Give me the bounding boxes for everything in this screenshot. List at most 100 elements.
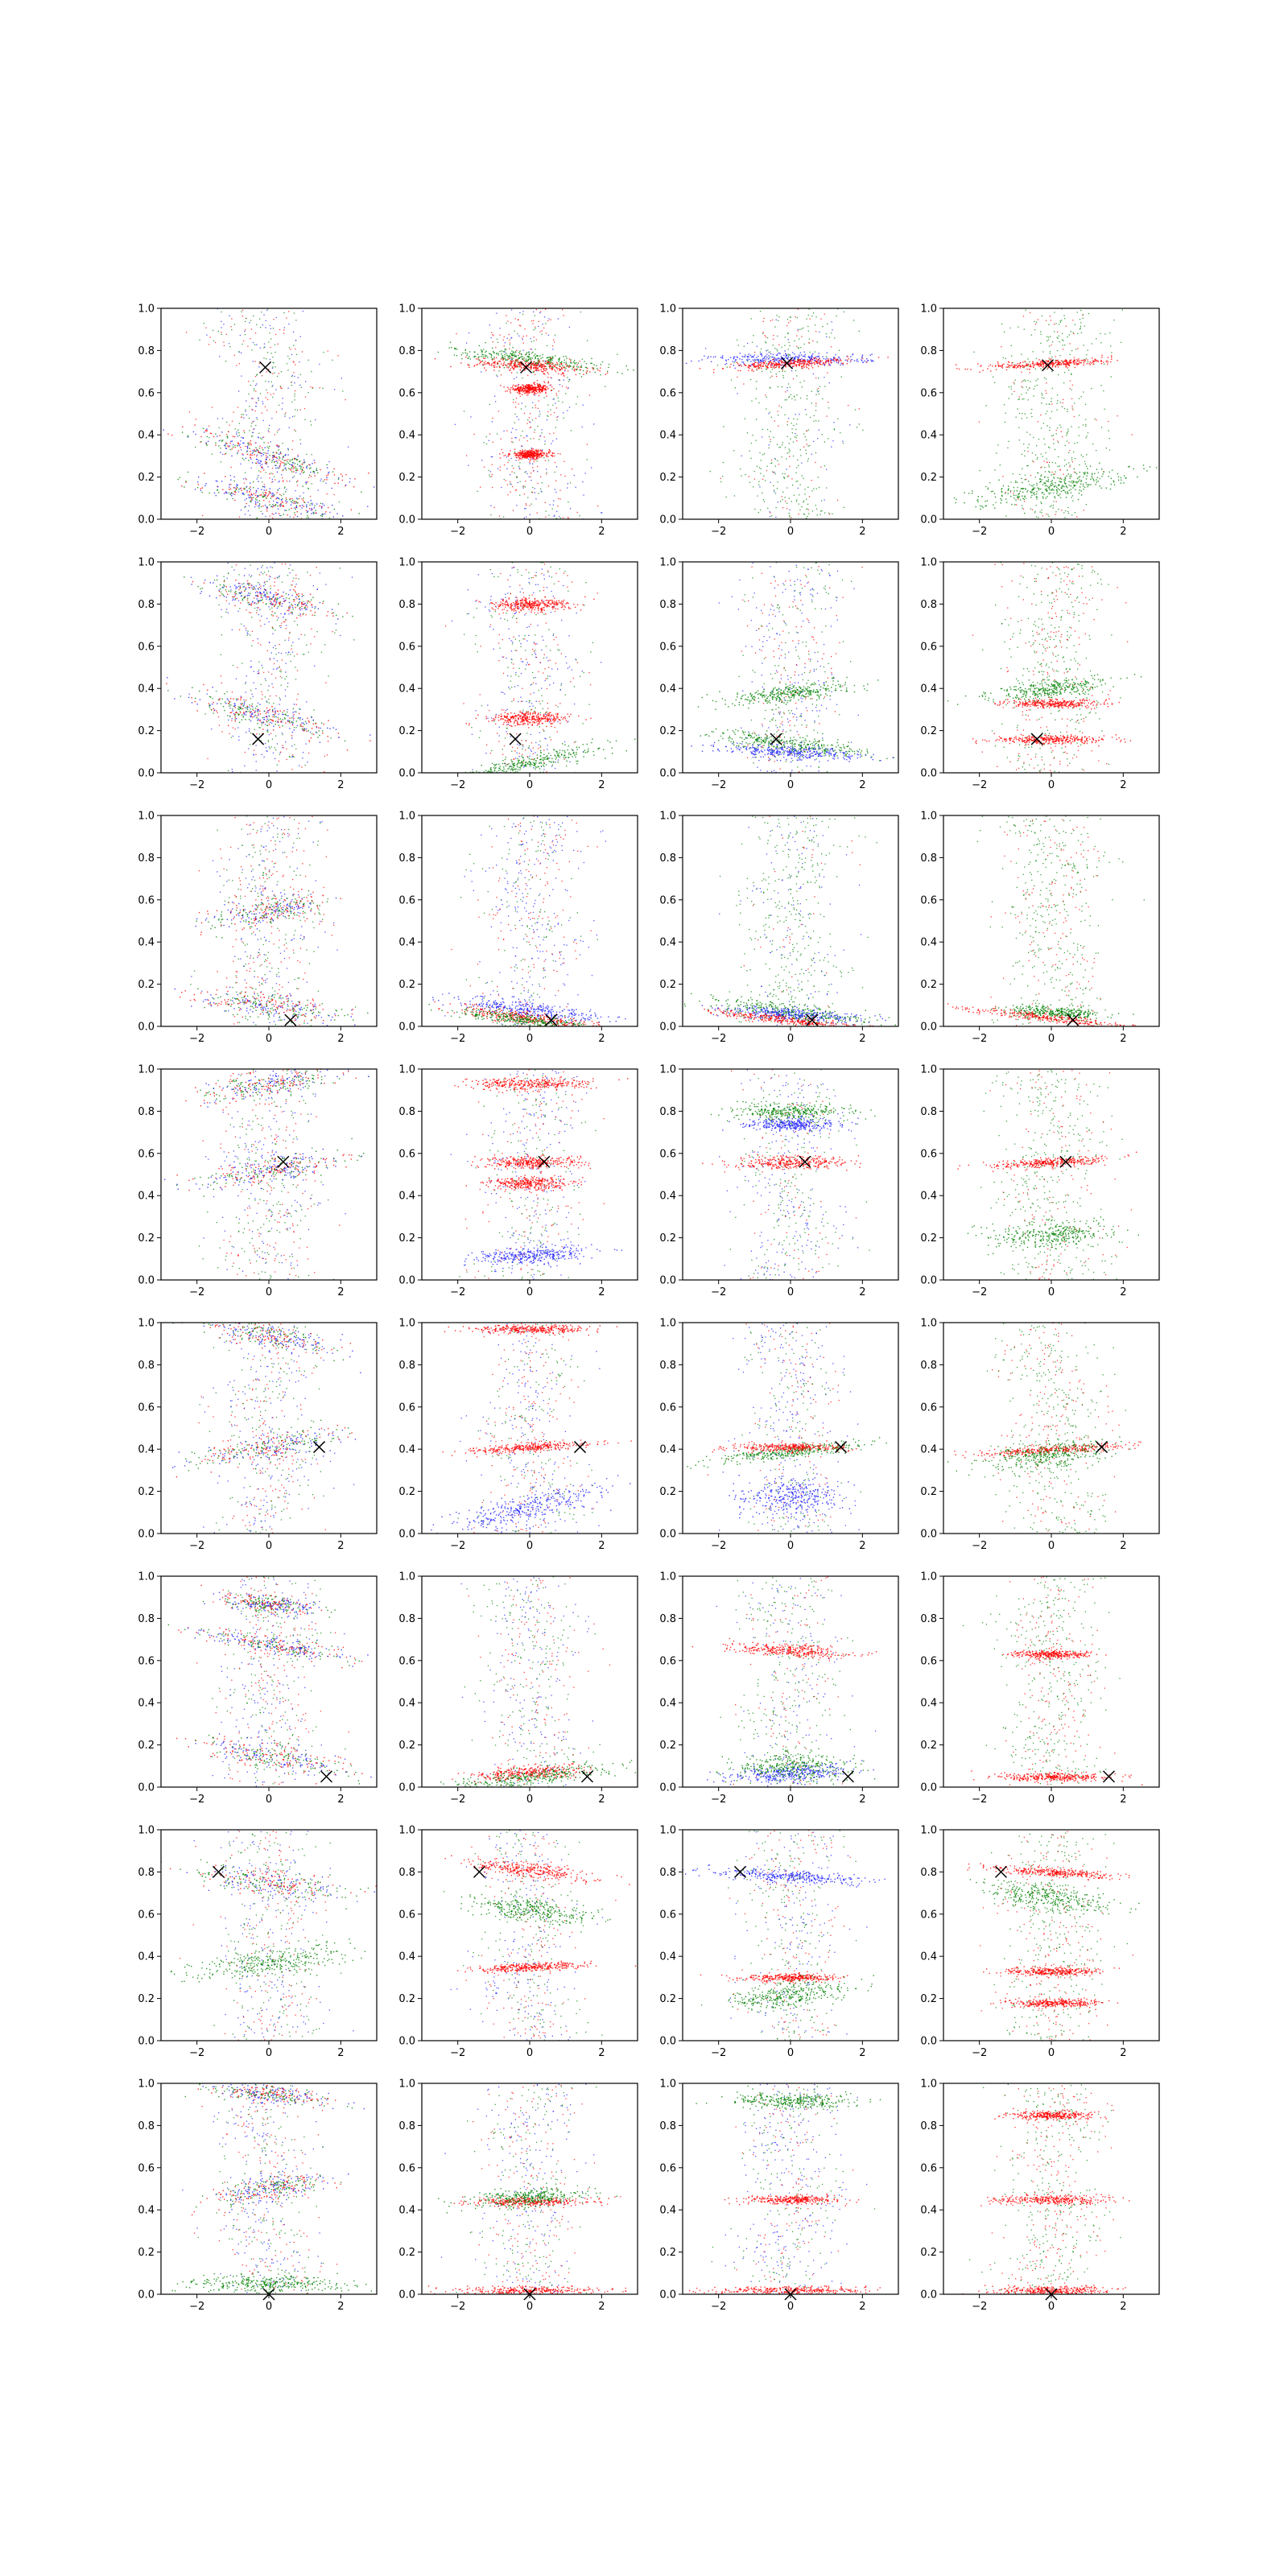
scatter-point (766, 469, 767, 472)
scatter-point (577, 362, 580, 364)
scatter-point (841, 363, 843, 365)
scatter-point (285, 454, 287, 456)
scatter-points (163, 308, 375, 519)
scatter-point (518, 390, 521, 392)
y-tick-label: 0.4 (659, 430, 676, 442)
scatter-point (789, 386, 791, 388)
scatter-point (492, 347, 493, 349)
scatter-point (548, 448, 550, 451)
scatter-point (795, 356, 797, 357)
scatter-point (526, 392, 528, 394)
scatter-point (1110, 376, 1112, 378)
scatter-point (509, 355, 510, 357)
scatter-point (825, 333, 827, 335)
scatter-point (540, 452, 542, 454)
scatter-point (539, 312, 541, 314)
scatter-point (526, 387, 528, 389)
scatter-point (276, 375, 279, 378)
scatter-point (973, 351, 975, 353)
scatter-point (252, 449, 254, 452)
scatter-point (512, 427, 514, 429)
scatter-point (1068, 364, 1070, 365)
scatter-point (474, 356, 477, 357)
scatter-point (367, 506, 369, 507)
scatter-point (789, 465, 791, 468)
scatter-point (742, 361, 745, 363)
scatter-point (526, 394, 527, 396)
scatter-point (730, 357, 732, 358)
scatter-point (762, 357, 764, 359)
scatter-point (256, 449, 258, 451)
scatter-point (551, 359, 553, 361)
scatter-point (809, 363, 811, 365)
scatter-point (1040, 342, 1042, 344)
scatter-point (275, 464, 277, 467)
scatter-point (530, 450, 533, 452)
scatter-point (301, 469, 303, 470)
scatter-point (543, 452, 545, 454)
scatter-point (1040, 363, 1042, 365)
scatter-point (448, 347, 450, 349)
scatter-point (223, 341, 225, 343)
scatter-point (1007, 364, 1009, 365)
scatter-point (559, 498, 561, 500)
scatter-point (794, 361, 795, 363)
scatter-point (772, 359, 774, 361)
scatter-point (263, 347, 265, 349)
scatter-point (1018, 398, 1020, 400)
scatter-point (220, 452, 221, 453)
scatter-point (1020, 365, 1022, 367)
scatter-point (210, 432, 213, 435)
scatter-point (522, 384, 524, 386)
scatter-point (522, 450, 524, 452)
scatter-point (258, 362, 260, 365)
scatter-point (498, 365, 501, 367)
scatter-point (544, 385, 547, 386)
scatter-point (531, 456, 533, 457)
scatter-point (547, 359, 550, 361)
scatter-point (532, 486, 534, 489)
scatter-point (1059, 341, 1060, 343)
scatter-point (789, 516, 791, 518)
scatter-point (320, 514, 322, 517)
scatter-point (1068, 442, 1070, 444)
scatter-point (246, 453, 248, 456)
scatter-point (783, 357, 785, 359)
scatter-point (222, 453, 224, 456)
scatter-point (999, 464, 1001, 466)
scatter-point (535, 369, 536, 371)
scatter-point (266, 510, 268, 512)
scatter-point (1022, 380, 1024, 382)
scatter-point (554, 341, 555, 343)
scatter-point (279, 428, 280, 430)
scatter-point (253, 481, 254, 483)
scatter-point (547, 382, 549, 384)
scatter-point (493, 366, 495, 368)
scatter-point (241, 416, 242, 418)
scatter-point (1067, 510, 1069, 513)
scatter-point (536, 460, 538, 462)
scatter-point (560, 364, 562, 365)
scatter-point (812, 358, 814, 361)
scatter-point (530, 491, 533, 493)
scatter-point (1042, 515, 1043, 517)
scatter-point (815, 358, 817, 360)
scatter-point (809, 444, 811, 447)
scatter-point (576, 369, 578, 371)
scatter-point (546, 395, 547, 397)
scatter-point (541, 386, 543, 389)
scatter-point (450, 365, 452, 368)
scatter-point (520, 363, 522, 365)
scatter-point (758, 364, 760, 365)
scatter-point (271, 495, 273, 497)
scatter-point (490, 353, 492, 356)
scatter-point (780, 358, 782, 361)
scatter-point (588, 394, 591, 396)
scatter-point (550, 362, 551, 365)
scatter-point (800, 363, 802, 365)
scatter-point (474, 351, 476, 353)
scatter-point (978, 421, 980, 423)
scatter-point (250, 496, 252, 497)
scatter-point (568, 381, 569, 382)
scatter-point (1048, 466, 1050, 468)
